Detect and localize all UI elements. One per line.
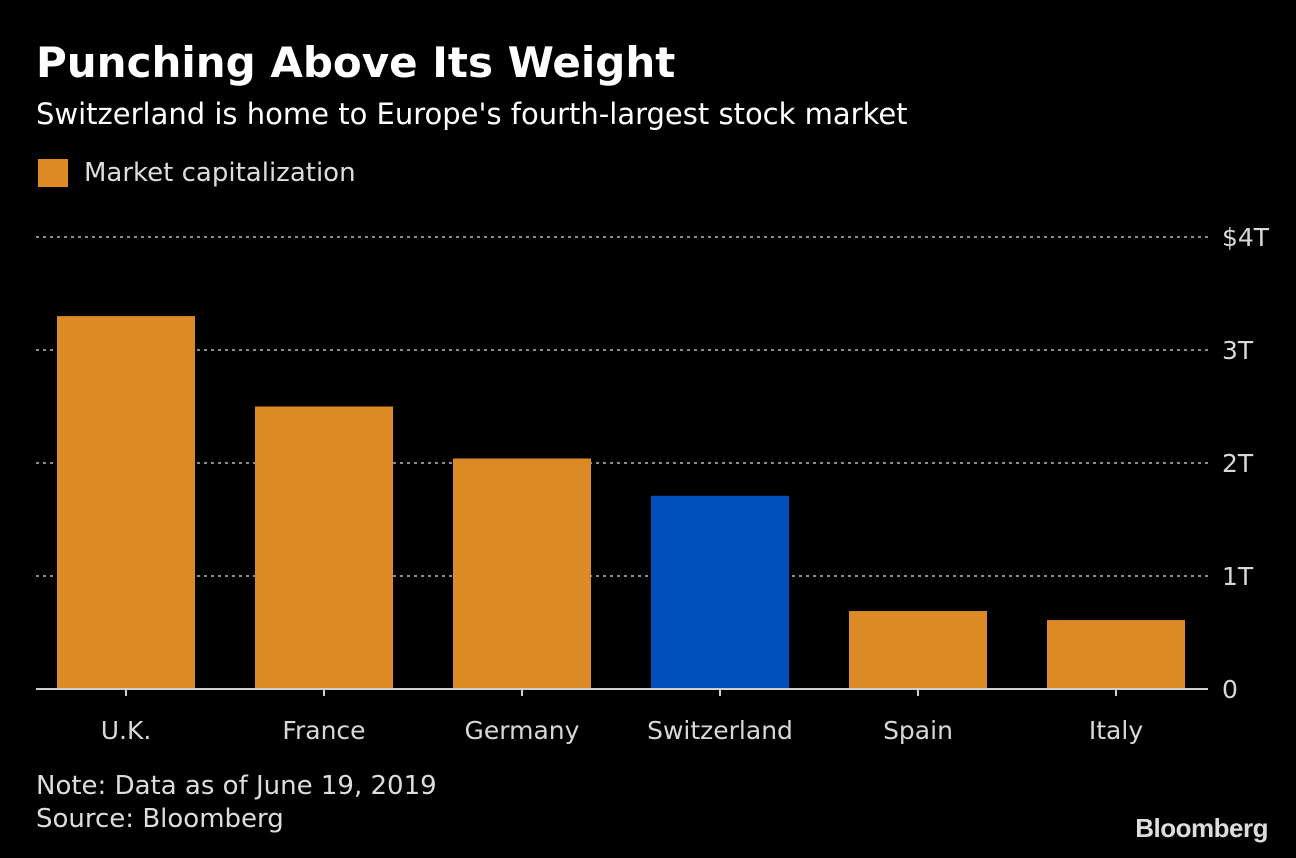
x-tick-label: Spain: [883, 716, 953, 745]
chart-title: Punching Above Its Weight: [36, 38, 676, 87]
x-tick-label: Italy: [1089, 716, 1143, 745]
x-tick-label: U.K.: [101, 716, 152, 745]
bar-france: [255, 406, 393, 689]
legend: Market capitalization: [38, 156, 356, 190]
source-note: Source: Bloomberg: [36, 804, 284, 834]
bar-spain: [849, 611, 987, 689]
x-tick-label: Switzerland: [647, 716, 793, 745]
legend-swatch: [38, 159, 68, 187]
legend-label: Market capitalization: [84, 158, 356, 188]
bar-u-k: [57, 316, 195, 689]
bar-germany: [453, 458, 591, 689]
y-axis-ticks: 0 1T 2T 3T $4T: [1222, 223, 1270, 704]
chart-subtitle: Switzerland is home to Europe's fourth-l…: [36, 97, 908, 131]
bar-switzerland: [651, 495, 789, 689]
y-tick-label: 1T: [1222, 562, 1254, 591]
x-tick-label: France: [282, 716, 365, 745]
y-tick-label: 2T: [1222, 449, 1254, 478]
footnote: Note: Data as of June 19, 2019: [36, 771, 437, 801]
bloomberg-logo: Bloomberg: [1135, 813, 1268, 843]
y-tick-label: 3T: [1222, 336, 1254, 365]
y-tick-label: 0: [1222, 675, 1238, 704]
x-tick-label: Germany: [465, 716, 580, 745]
x-axis-ticks: U.K. France Germany Switzerland Spain Italy: [101, 689, 1143, 745]
bar-italy: [1047, 620, 1185, 689]
y-tick-label: $4T: [1222, 223, 1270, 252]
gridlines: [36, 236, 1208, 577]
bars: [57, 316, 1185, 689]
